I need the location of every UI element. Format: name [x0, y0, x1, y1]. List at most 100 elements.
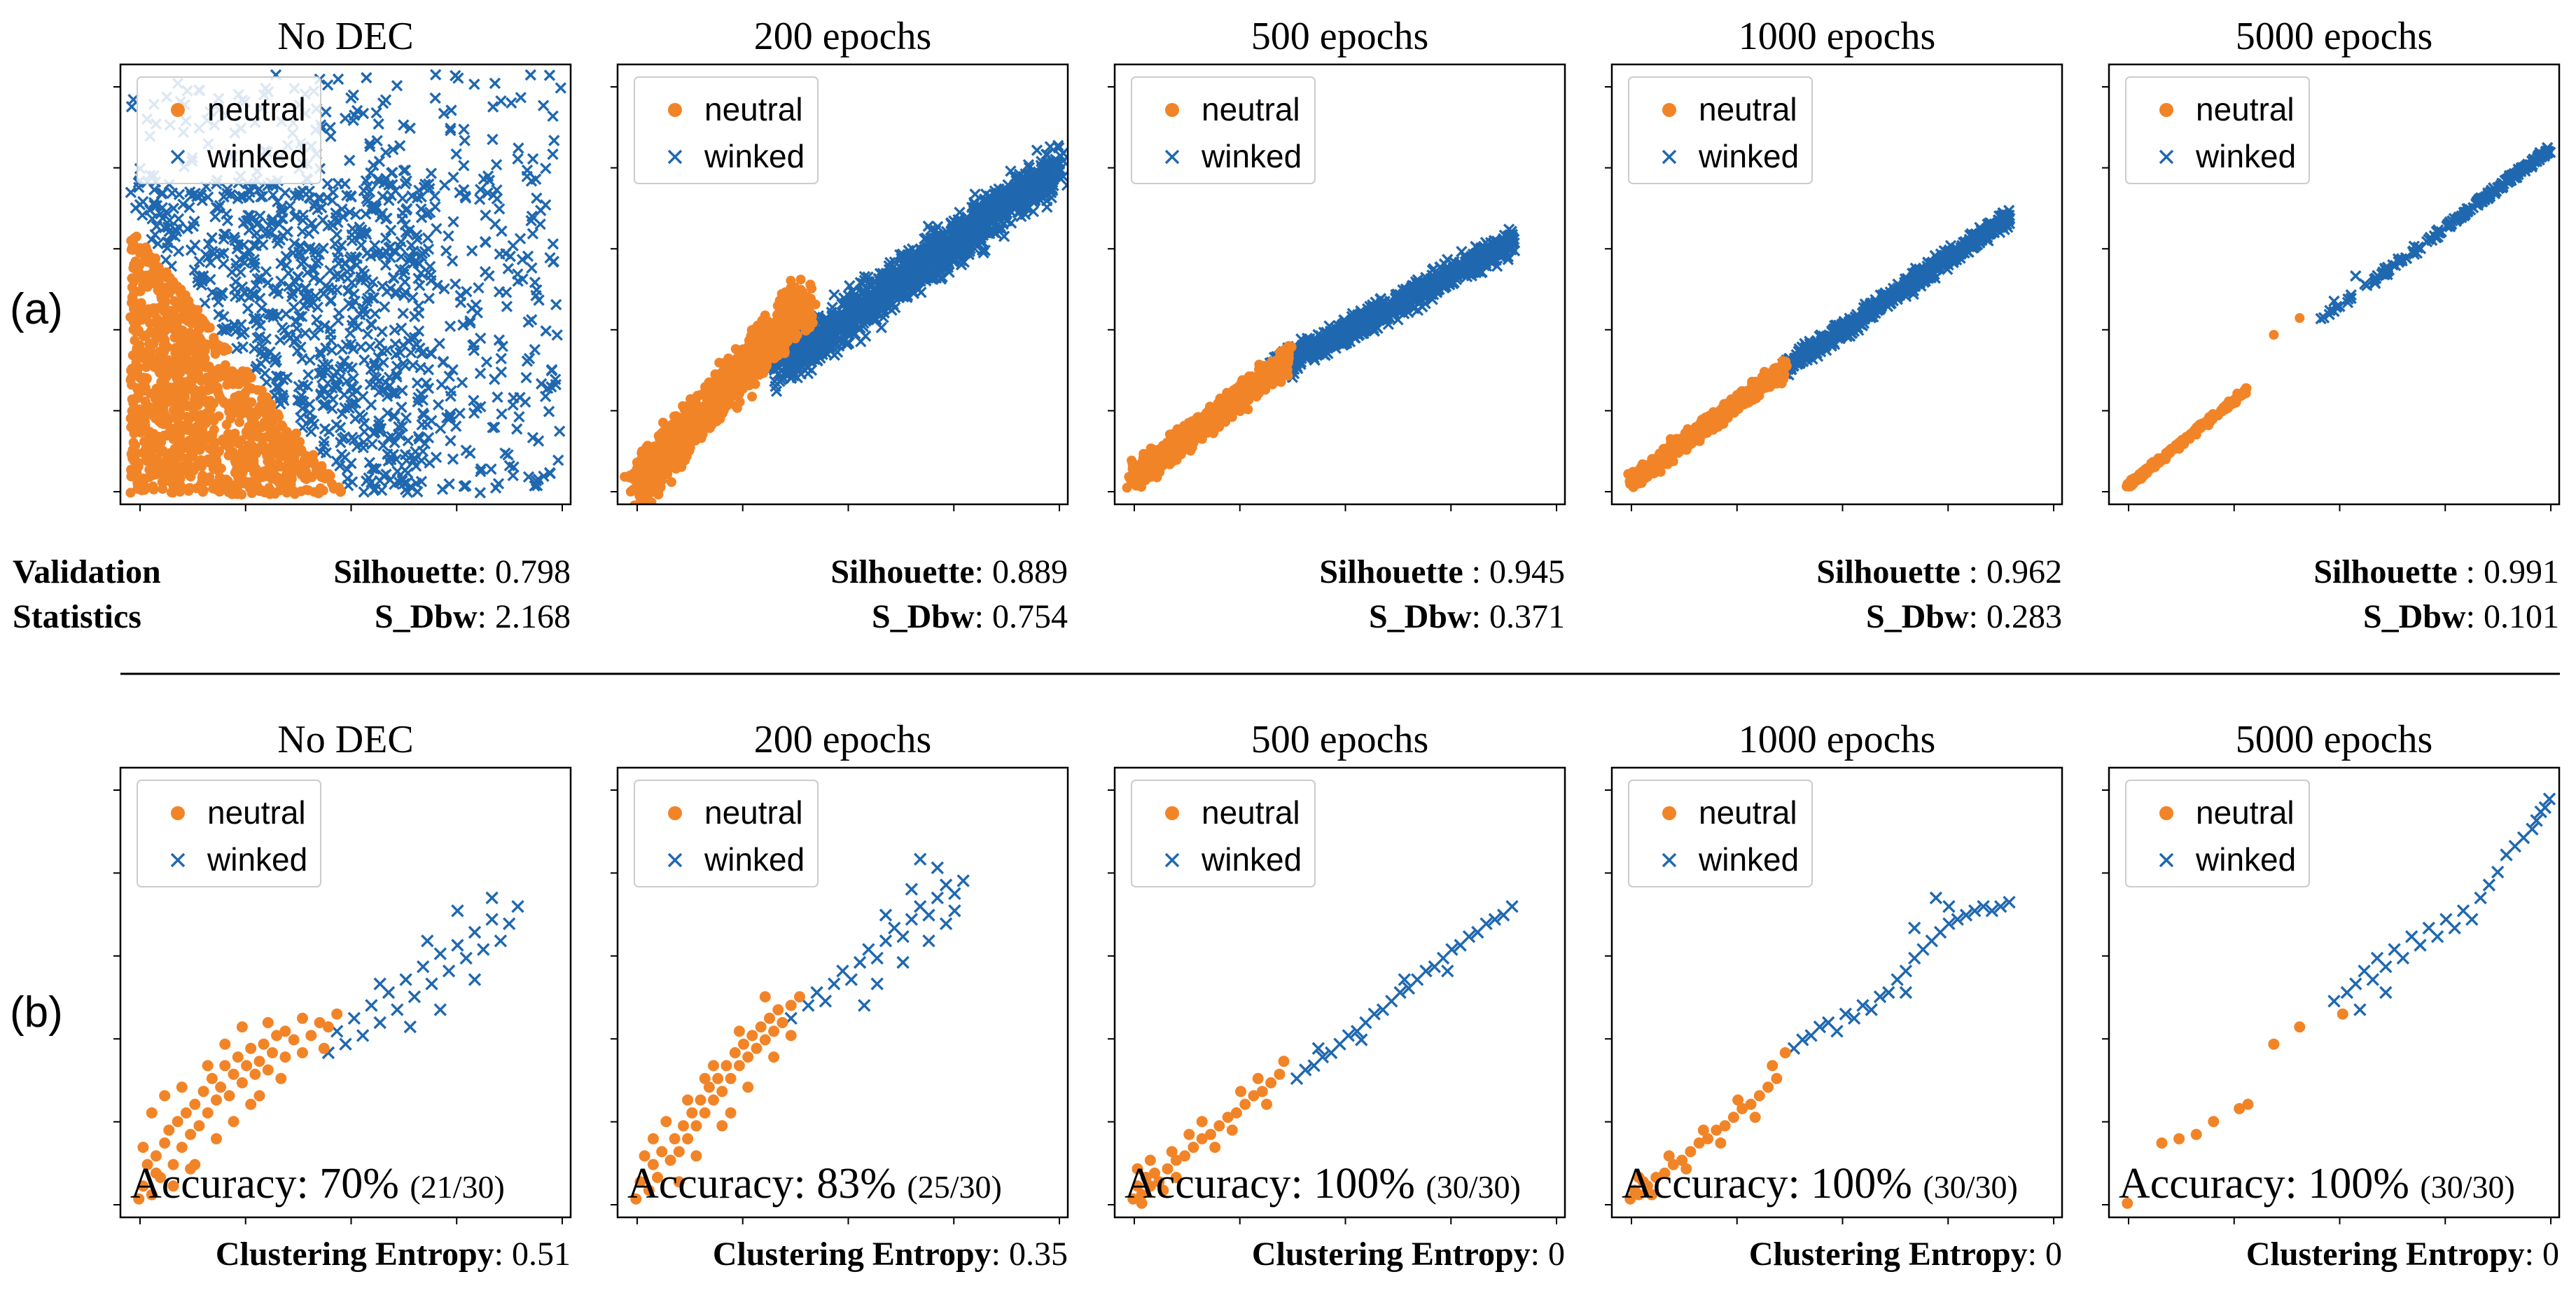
winked-marker [220, 324, 232, 337]
winked-marker [1040, 148, 1052, 160]
neutral-marker [171, 443, 181, 453]
winked-marker [266, 214, 279, 227]
neutral-marker [126, 471, 137, 482]
winked-marker [324, 322, 336, 335]
neutral-marker [690, 413, 701, 423]
winked-marker [148, 199, 160, 212]
neutral-marker [193, 431, 204, 442]
validation-stat: S_Dbw: 2.168 [375, 598, 571, 635]
stat-value: : 0.798 [478, 553, 571, 590]
neutral-marker [157, 459, 167, 470]
legend-winked-marker [667, 149, 683, 165]
neutral-marker [633, 478, 643, 488]
winked-marker [206, 232, 218, 244]
winked-marker [357, 107, 370, 120]
winked-marker [267, 189, 279, 201]
neutral-marker [760, 354, 770, 364]
winked-marker [454, 407, 466, 420]
neutral-marker [328, 483, 339, 494]
winked-marker [151, 220, 162, 233]
neutral-marker [699, 406, 709, 417]
neutral-marker [148, 278, 158, 289]
winked-marker [529, 276, 541, 289]
winked-marker [242, 303, 254, 314]
neutral-marker [235, 409, 246, 420]
winked-marker [325, 130, 337, 142]
winked-marker [389, 410, 401, 422]
winked-marker [361, 296, 373, 307]
neutral-marker [737, 369, 747, 380]
winked-marker [474, 487, 487, 499]
winked-marker [551, 329, 563, 341]
neutral-marker [143, 443, 153, 454]
winked-marker [479, 235, 492, 248]
neutral-marker [805, 279, 816, 290]
winked-marker [386, 387, 398, 399]
winked-marker [330, 212, 342, 224]
winked-marker [277, 392, 288, 404]
neutral-marker [135, 373, 146, 384]
neutral-marker [133, 481, 144, 491]
neutral-marker [202, 323, 213, 333]
neutral-marker [244, 453, 254, 464]
neutral-marker [636, 495, 646, 504]
winked-marker [458, 123, 470, 135]
winked-marker [357, 441, 370, 454]
winked-marker [937, 244, 949, 256]
winked-marker [489, 373, 501, 385]
neutral-marker [132, 413, 142, 422]
winked-marker [886, 268, 898, 281]
winked-marker [298, 300, 310, 312]
winked-marker [445, 125, 457, 137]
neutral-marker [704, 389, 715, 399]
neutral-marker [644, 485, 655, 496]
winked-marker [351, 321, 363, 333]
neutral-marker [786, 329, 796, 339]
neutral-marker [290, 489, 300, 499]
winked-marker [269, 356, 281, 368]
winked-marker [221, 183, 233, 195]
winked-marker [361, 292, 374, 305]
winked-marker [422, 364, 435, 376]
winked-marker [927, 273, 939, 285]
winked-marker [373, 360, 384, 372]
neutral-marker [295, 436, 305, 447]
scatter-points [1122, 223, 1521, 493]
neutral-marker [128, 437, 139, 448]
winked-marker [522, 471, 535, 483]
neutral-marker [241, 376, 251, 387]
winked-marker [429, 69, 442, 81]
neutral-marker [668, 427, 678, 437]
neutral-marker [792, 321, 802, 331]
winked-marker [286, 291, 298, 303]
neutral-marker [772, 310, 782, 320]
winked-marker [394, 429, 406, 442]
winked-marker [527, 431, 539, 444]
winked-marker [389, 324, 401, 336]
winked-marker [305, 263, 318, 275]
winked-marker [1036, 155, 1047, 167]
winked-marker [493, 202, 506, 215]
winked-marker [490, 158, 503, 171]
winked-marker [513, 142, 524, 154]
neutral-marker [158, 484, 168, 494]
neutral-marker [218, 366, 228, 376]
neutral-marker [207, 445, 218, 456]
neutral-marker [129, 456, 139, 466]
neutral-marker [177, 425, 188, 436]
winked-marker [356, 228, 368, 240]
winked-marker [330, 228, 343, 241]
neutral-marker [148, 389, 158, 399]
winked-marker [431, 223, 443, 235]
winked-marker [977, 195, 990, 207]
neutral-marker [264, 483, 274, 493]
winked-marker [534, 205, 547, 216]
winked-marker [436, 378, 447, 391]
neutral-marker [758, 361, 768, 371]
winked-marker [358, 268, 370, 280]
winked-marker [315, 389, 327, 401]
winked-marker [384, 224, 397, 237]
neutral-marker [235, 469, 246, 480]
neutral-marker [629, 500, 640, 504]
stat-label: Silhouette [333, 553, 477, 590]
